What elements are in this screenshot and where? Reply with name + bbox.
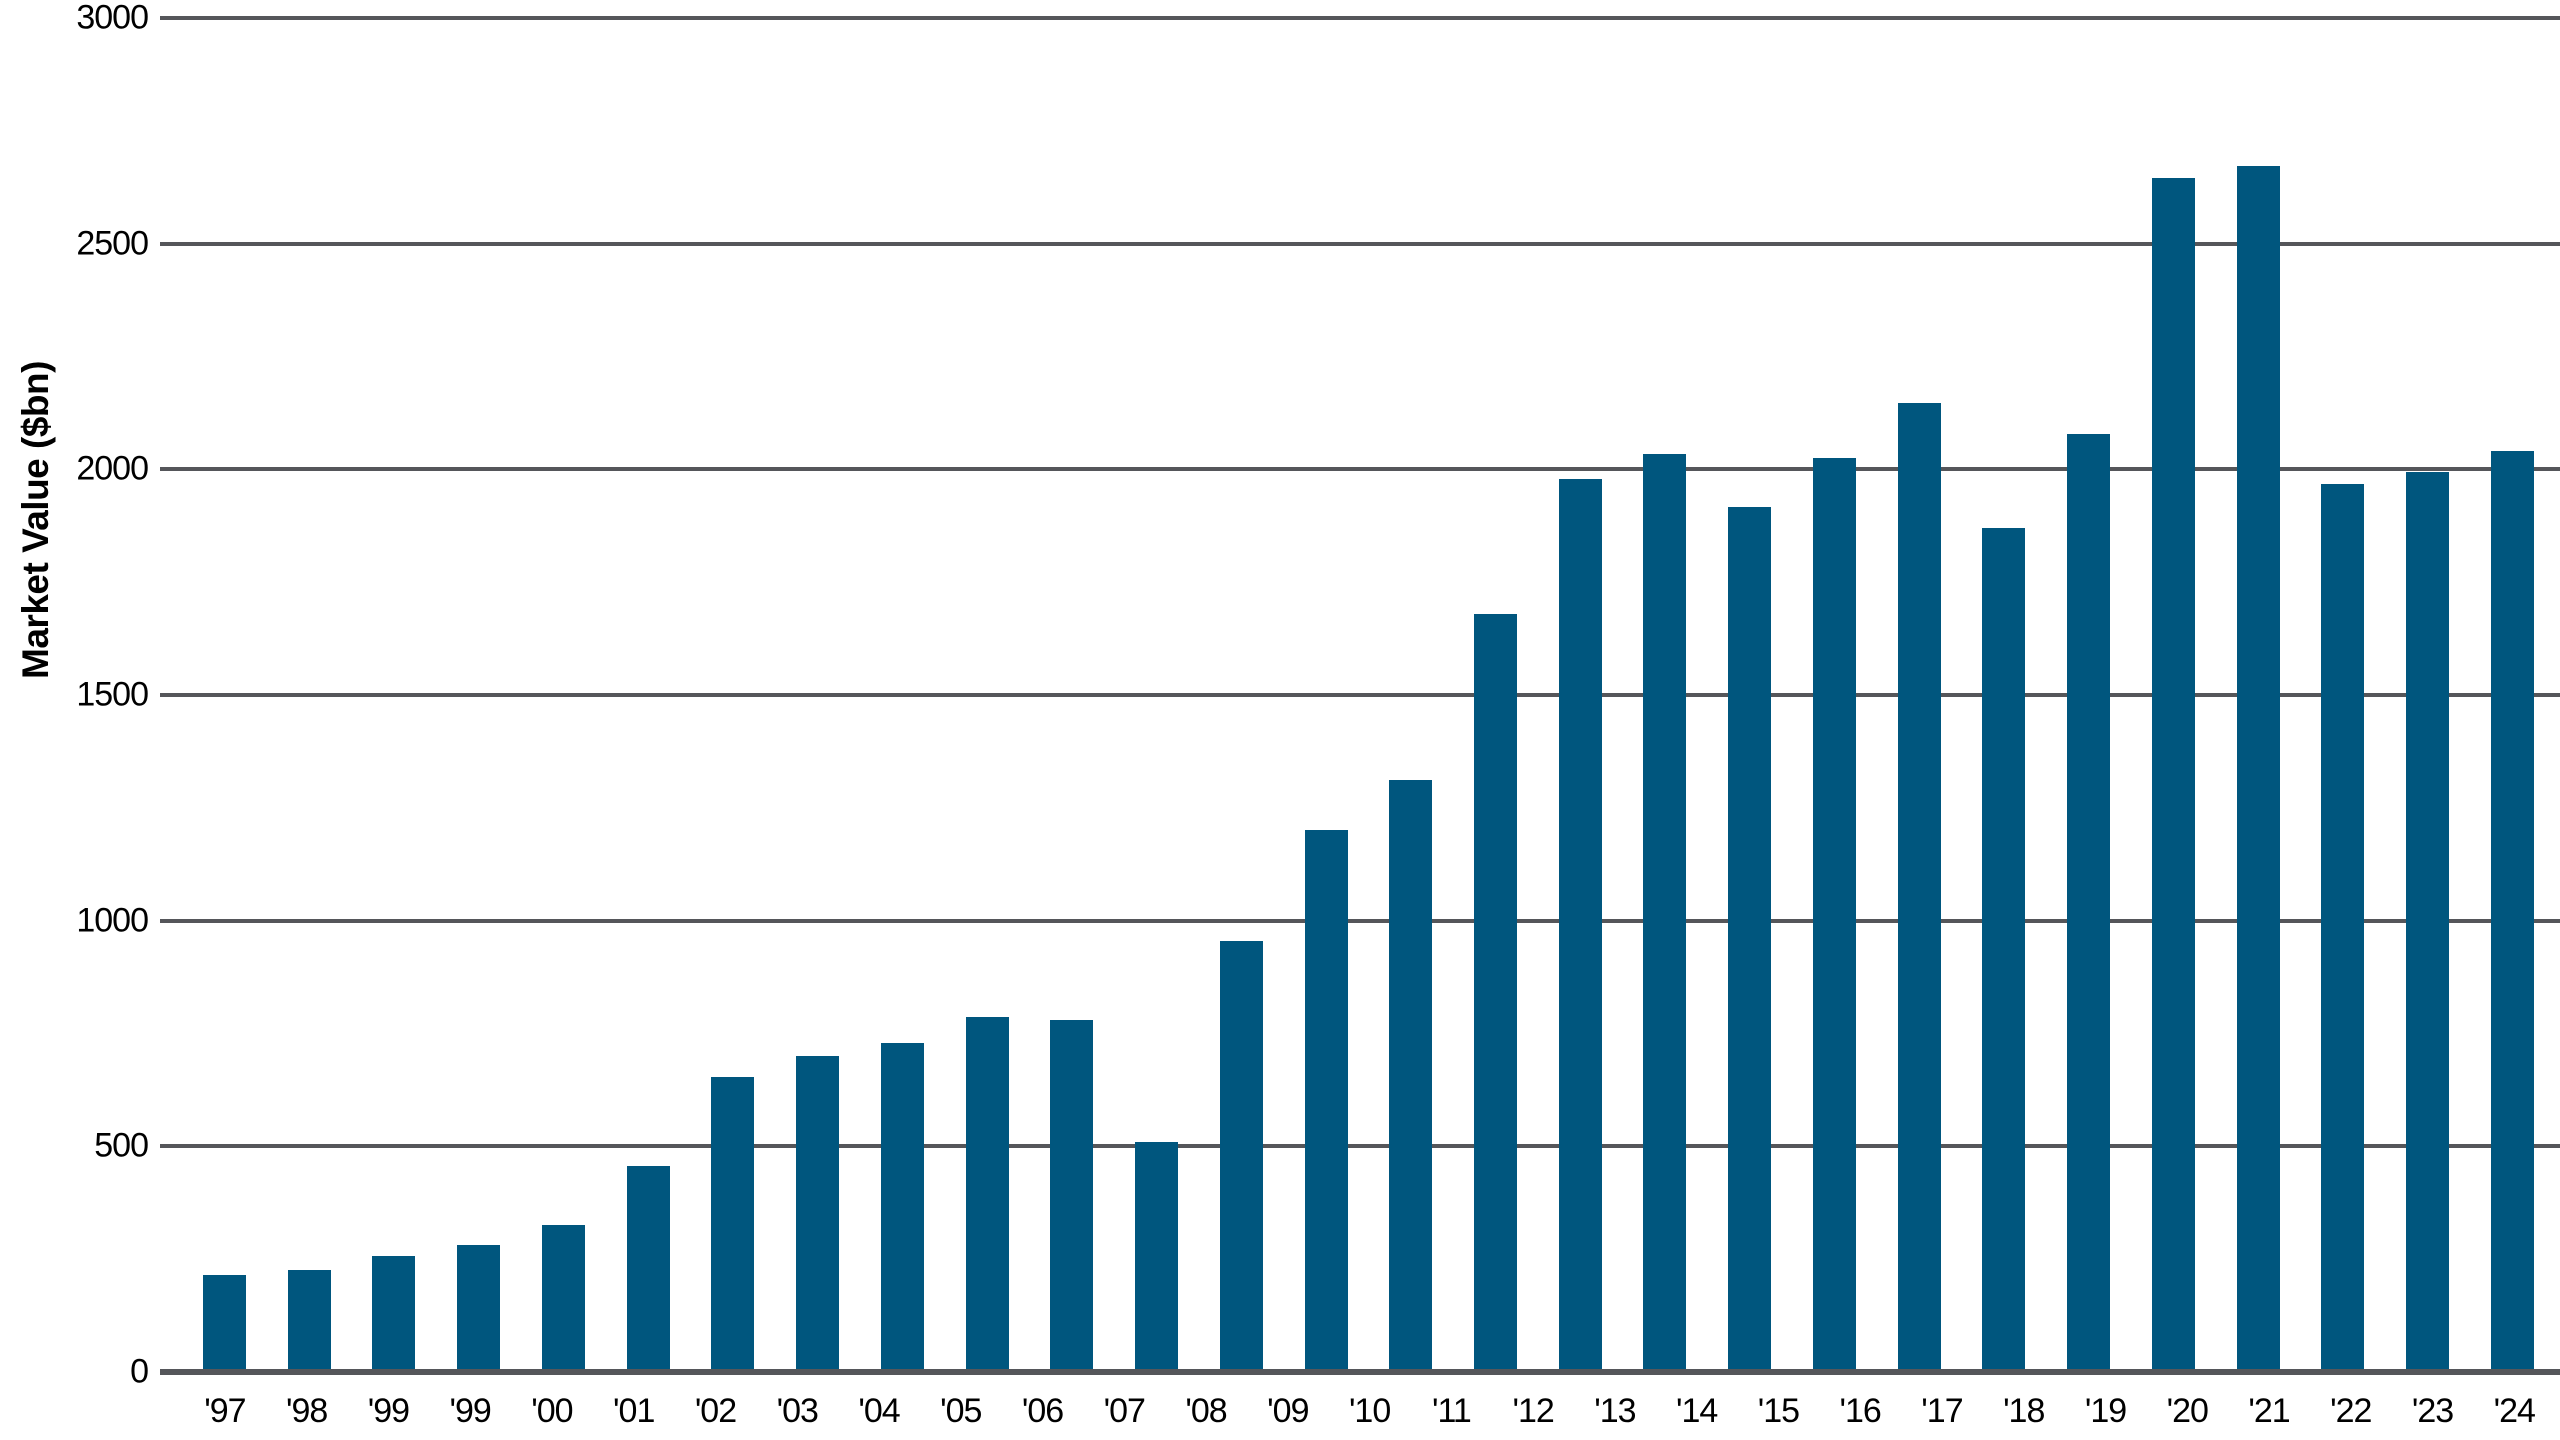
bar-0-value-215 <box>203 1274 246 1372</box>
bar-6-value-653 <box>711 1077 755 1372</box>
x-tick-label-25-21: '21 <box>2248 1392 2290 1430</box>
gridline-2000 <box>160 467 2560 472</box>
bar-12-value-954 <box>1219 941 1263 1372</box>
x-tick-label-20-16: '16 <box>1839 1392 1882 1430</box>
y-tick-label-2500: 2500 <box>76 224 149 263</box>
y-tick-label-0: 0 <box>130 1352 149 1391</box>
x-tick-label-28-24: '24 <box>2493 1392 2536 1430</box>
bar-25-value-1968 <box>2321 483 2365 1372</box>
x-tick-label-6-02: '02 <box>694 1392 737 1430</box>
bar-16-value-1978 <box>1558 479 1602 1372</box>
x-tick-labels: '97 '98 '99 '99 '00 '01 '02 '03 '04 '05 '06 '07 '08 '… <box>184 1392 2555 1438</box>
bar-8-value-729 <box>880 1042 924 1372</box>
bar-20-value-2148 <box>1897 402 1941 1372</box>
bar-27-value-2041 <box>2490 450 2534 1372</box>
x-tick-label-1-98: '98 <box>285 1392 328 1430</box>
x-tick-label-17-13: '13 <box>1594 1392 1636 1430</box>
x-tick-label-18-14: '14 <box>1676 1392 1718 1430</box>
bar-22-value-2079 <box>2067 433 2111 1372</box>
bar-7-value-700 <box>796 1056 840 1372</box>
bar-11-value-509 <box>1135 1142 1179 1372</box>
bar-26-value-1995 <box>2406 471 2450 1372</box>
y-tick-label-2000: 2000 <box>76 449 149 488</box>
bar-21-value-1871 <box>1982 527 2026 1372</box>
x-tick-label-26-22: '22 <box>2330 1392 2372 1430</box>
x-tick-label-5-01: '01 <box>613 1392 655 1430</box>
bar-18-value-1917 <box>1728 506 1772 1372</box>
bar-3-value-282 <box>457 1244 501 1372</box>
bar-17-value-2033 <box>1643 454 1687 1372</box>
x-tick-label-22-18: '18 <box>2003 1392 2045 1430</box>
y-axis-title: Market Value ($bn) <box>15 361 56 679</box>
x-tick-label-23-19: '19 <box>2084 1392 2127 1430</box>
x-tick-label-10-06: '06 <box>1021 1392 1064 1430</box>
gridline-3000 <box>160 16 2560 20</box>
x-tick-label-9-05: '05 <box>940 1392 982 1430</box>
bar-15-value-1680 <box>1474 613 1518 1372</box>
bar-19-value-2026 <box>1812 457 1856 1372</box>
gridline-500 <box>160 1144 2560 1149</box>
x-tick-label-4-00: '00 <box>531 1392 573 1430</box>
x-tick-label-12-08: '08 <box>1185 1392 1227 1430</box>
plot-area: 0 500 1000 1500 2000 2500 3000 <box>76 0 2560 1391</box>
bar-24-value-2672 <box>2236 166 2280 1372</box>
x-tick-label-0-97: '97 <box>204 1392 246 1430</box>
bar-1-value-226 <box>287 1270 331 1372</box>
x-tick-label-11-07: '07 <box>1103 1392 1146 1430</box>
x-tick-label-13-09: '09 <box>1267 1392 1309 1430</box>
bar-9-value-787 <box>965 1016 1009 1372</box>
bars-row <box>203 18 2534 1372</box>
gridline-1500 <box>160 693 2560 697</box>
x-tick-label-14-10: '10 <box>1348 1392 1391 1430</box>
x-tick-label-8-04: '04 <box>858 1392 900 1430</box>
x-tick-label-21-17: '17 <box>1921 1392 1963 1430</box>
x-tick-label-16-12: '12 <box>1512 1392 1554 1430</box>
x-tick-label-19-15: '15 <box>1757 1392 1800 1430</box>
x-tick-label-27-23: '23 <box>2411 1392 2454 1430</box>
bar-14-value-1311 <box>1389 780 1433 1372</box>
bar-10-value-780 <box>1050 1019 1094 1372</box>
bar-13-value-1200 <box>1304 830 1348 1372</box>
gridline-2500 <box>160 241 2560 246</box>
x-tick-label-2-99: '99 <box>367 1392 410 1430</box>
x-tick-label-15-11: '11 <box>1431 1392 1472 1430</box>
bar-5-value-456 <box>626 1166 670 1372</box>
x-axis-line <box>160 1369 2560 1375</box>
y-tick-label-500: 500 <box>94 1126 149 1165</box>
y-tick-label-1500: 1500 <box>76 675 149 714</box>
gridline-1000 <box>160 918 2560 923</box>
x-tick-label-7-03: '03 <box>776 1392 819 1430</box>
y-tick-label-1000: 1000 <box>76 901 149 940</box>
x-tick-label-24-20: '20 <box>2166 1392 2209 1430</box>
bar-4-value-326 <box>541 1224 585 1372</box>
bar-2-value-257 <box>372 1256 416 1372</box>
y-tick-label-3000: 3000 <box>76 0 149 37</box>
x-tick-label-3-99: '99 <box>449 1392 492 1430</box>
bar-23-value-2645 <box>2151 178 2195 1372</box>
